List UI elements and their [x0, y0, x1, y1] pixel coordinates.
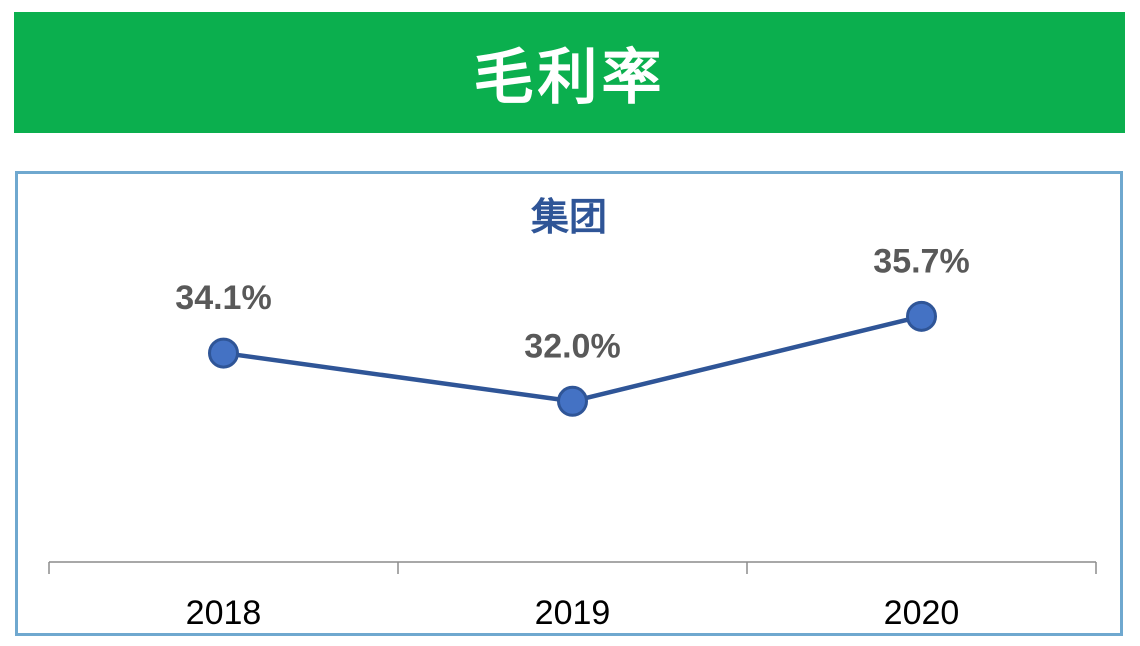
data-point: [906, 300, 937, 332]
x-tick-label: 2019: [535, 594, 611, 632]
data-label: 34.1%: [175, 279, 271, 317]
title-banner: 毛利率: [14, 12, 1125, 133]
x-tick-label: 2020: [884, 594, 960, 632]
data-point: [208, 337, 239, 369]
chart-frame: [15, 171, 1123, 636]
chart-title: 集团: [530, 195, 607, 239]
banner-title: 毛利率: [473, 43, 666, 113]
data-point: [557, 385, 588, 417]
data-label: 35.7%: [873, 242, 969, 280]
data-label: 32.0%: [524, 327, 620, 365]
x-tick-label: 2018: [186, 594, 262, 632]
